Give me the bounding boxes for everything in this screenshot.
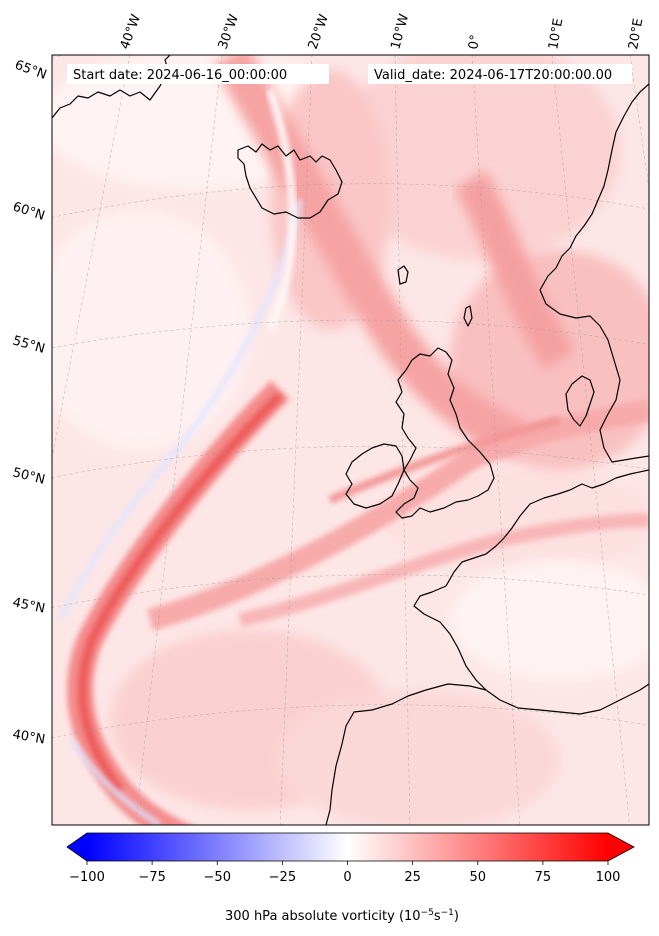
map-panel (52, 55, 649, 825)
colorbar-title-mid: s (434, 909, 441, 924)
lon-label-20e: 20°E (626, 17, 646, 50)
colorbar-title: 300 hPa absolute vorticity (10−5s−1) (225, 908, 459, 924)
colorbar-max-extend (608, 833, 634, 861)
map-frame (51, 54, 650, 826)
valid-date-text: Valid_date: 2024-06-17T20:00:00.00 (374, 68, 612, 83)
graticule (52, 55, 649, 825)
colorbar-tick-label: 50 (469, 870, 486, 885)
colorbar-tick-label: 0 (343, 870, 351, 885)
colorbar-tick-label: −25 (269, 870, 296, 885)
lat-label-65n: 65°N (13, 58, 49, 83)
denmark-coast (565, 375, 595, 427)
colorbar: −100 −75 −50 −25 0 25 50 75 100 300 hPa absolute… (66, 832, 635, 924)
lon-label-20w: 20°W (306, 12, 332, 51)
colorbar-min-extend (67, 833, 87, 861)
longitude-labels: 40°W 30°W 20°W 10°W 0° 10°E 20°E (118, 12, 647, 51)
lon-label-30w: 30°W (216, 12, 242, 51)
colorbar-tick-label: −100 (69, 870, 105, 885)
colorbar-tick-label: 75 (535, 870, 552, 885)
colorbar-title-main: 300 hPa absolute vorticity (10 (225, 909, 421, 924)
ireland-coast (345, 443, 405, 509)
colorbar-title-end: ) (454, 909, 459, 924)
coastlines (52, 55, 649, 825)
start-date-text: Start date: 2024-06-16_00:00:00 (73, 68, 287, 83)
faroe-islands (397, 265, 409, 285)
colorbar-tick-label: 25 (404, 870, 421, 885)
lon-label-10e: 10°E (546, 17, 566, 50)
shetland-islands (463, 305, 473, 327)
lat-label-50n: 50°N (11, 465, 46, 487)
iceland-coast (237, 143, 343, 219)
colorbar-ticks: −100 −75 −50 −25 0 25 50 75 100 (69, 861, 620, 885)
vorticity-band-norway (454, 170, 576, 370)
lon-label-0: 0° (466, 34, 483, 51)
negative-vorticity-strand (57, 199, 303, 622)
parallel-60n (52, 183, 649, 218)
parallel-40n (52, 704, 649, 738)
vorticity-band-channel (328, 416, 561, 504)
europe-mainland-coast (325, 469, 649, 825)
parallel-55n (52, 319, 649, 349)
start-date-box (67, 64, 329, 84)
parallel-45n (52, 574, 649, 608)
negative-vorticity-strand-2 (69, 738, 162, 825)
latitude-labels: 65°N 60°N 55°N 50°N 45°N 40°N (11, 58, 49, 748)
europe-south-coast (485, 683, 649, 715)
positive-strand-white (266, 88, 297, 332)
colorbar-tick-label: −75 (138, 870, 165, 885)
vorticity-band-biscay (238, 513, 649, 627)
colorbar-tick-label: −50 (204, 870, 231, 885)
meridian-30w (135, 55, 223, 825)
lon-label-40w: 40°W (118, 12, 144, 51)
vorticity-band-east (147, 399, 649, 631)
great-britain-coast (395, 347, 495, 519)
parallel-50n (52, 445, 649, 478)
lat-label-40n: 40°N (11, 727, 46, 747)
colorbar-title-exp2: −1 (441, 908, 454, 918)
colorbar-tick-label: 100 (596, 870, 621, 885)
vorticity-band-north (212, 55, 528, 459)
norway-sweden-coast (539, 83, 649, 463)
colorbar-title-exp1: −5 (421, 908, 434, 918)
lat-label-45n: 45°N (11, 595, 46, 616)
lat-label-60n: 60°N (11, 200, 47, 224)
vorticity-band-core (77, 391, 284, 793)
valid-date-box (368, 64, 632, 84)
lat-label-55n: 55°N (11, 333, 47, 356)
lon-label-10w: 10°W (388, 12, 412, 51)
colorbar-gradient (87, 833, 608, 861)
